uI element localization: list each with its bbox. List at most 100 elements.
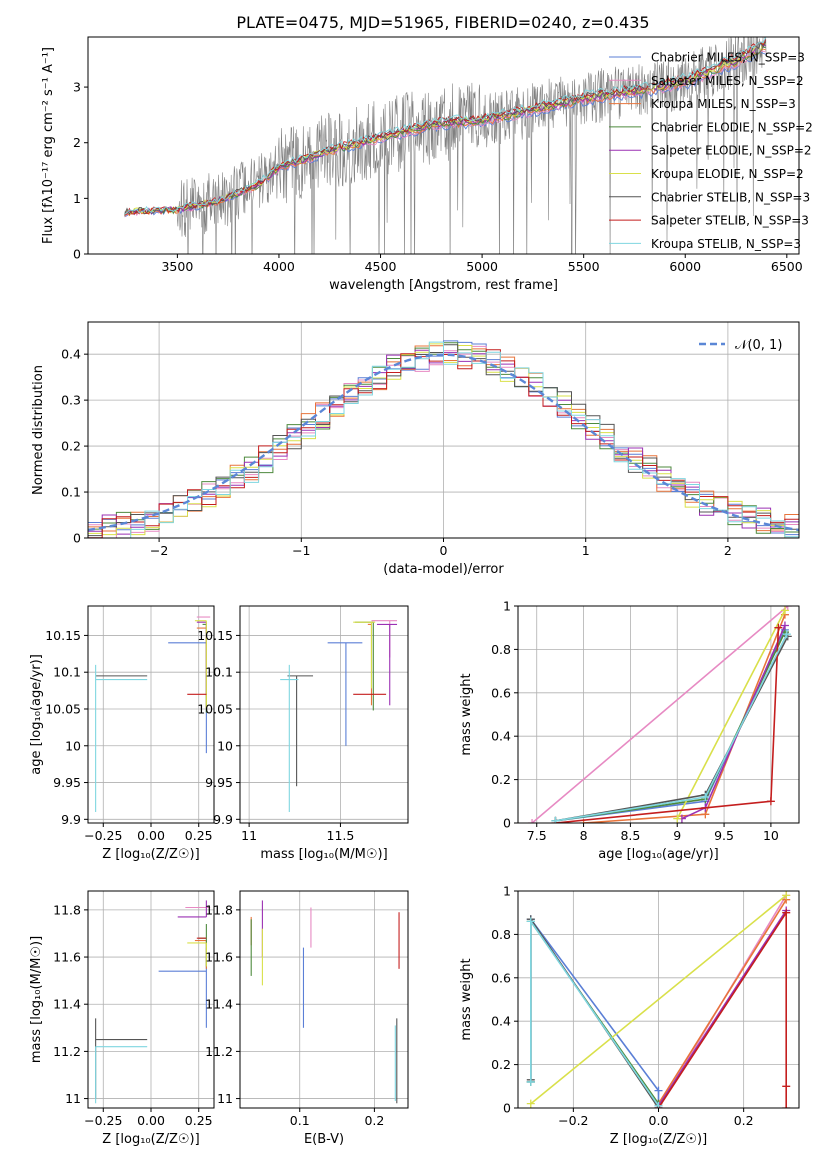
x-tick-label: 8 — [580, 828, 588, 843]
x-tick-label: 0.0 — [649, 1113, 669, 1128]
y-tick-label: 10.1 — [205, 665, 233, 680]
mass-weight-marker-7-2 — [774, 623, 783, 632]
mass-weight-Z-marker-8-2 — [654, 1101, 663, 1108]
y-tick-label: 0.6 — [491, 685, 511, 700]
y-tick-label: 0.2 — [61, 439, 81, 454]
y-tick-label: 0 — [503, 816, 511, 831]
observed-spectrum-line — [124, 37, 767, 254]
y-tick-label: 11.2 — [205, 1044, 233, 1059]
y-tick-label: 11.8 — [53, 902, 81, 917]
y-tick-label: 11 — [217, 1091, 233, 1106]
y-axis-label: mass weight — [459, 958, 474, 1040]
legend-label-8: Kroupa STELIB, N_SSP=3 — [651, 237, 801, 251]
x-tick-label: 8.5 — [620, 828, 640, 843]
legend-label-4: Salpeter ELODIE, N_SSP=2 — [651, 144, 812, 158]
mass-weight-Z-line-5 — [530, 894, 787, 1105]
x-tick-label: −1 — [292, 543, 310, 558]
y-axis-label: mass weight — [459, 673, 474, 755]
y-axis-label: Normed distribution — [31, 365, 46, 495]
y-tick-label: 10.1 — [53, 665, 81, 680]
y-tick-label: 3 — [73, 80, 81, 95]
mass-weight-Z-marker-8-1 — [526, 917, 535, 926]
x-tick-label: 0.25 — [185, 828, 213, 843]
legend-label-7: Salpeter STELIB, N_SSP=3 — [651, 214, 809, 228]
mass-weight-line-3 — [555, 631, 786, 822]
mass-weight-marker-7-1 — [766, 797, 775, 806]
y-tick-label: 10.05 — [45, 701, 81, 716]
mass-weight-line-2 — [583, 614, 786, 823]
y-tick-label: 0.4 — [491, 729, 511, 744]
legend-label-3: Chabrier ELODIE, N_SSP=2 — [651, 120, 813, 134]
mass-weight-line-1 — [531, 606, 789, 823]
y-axis-label: age [log₁₀(age/yr)] — [29, 654, 44, 775]
mass-weight-Z-marker-5-1 — [782, 891, 791, 900]
legend-label-2: Kroupa MILES, N_SSP=3 — [651, 97, 796, 111]
mass-weight-line-7 — [555, 627, 780, 823]
x-axis-label: age [log₁₀(age/yr)] — [598, 847, 719, 862]
x-tick-label: 6500 — [771, 259, 803, 274]
x-axis-label: Z [log₁₀(Z/Z☉)] — [102, 847, 199, 862]
x-tick-label: 11 — [241, 828, 257, 843]
x-axis-label: wavelength [Angstrom, rest frame] — [329, 278, 558, 293]
mass-weight-marker-5-1 — [780, 606, 789, 615]
model-line-8 — [124, 37, 767, 215]
y-tick-label: 0.3 — [61, 393, 81, 408]
y-tick-label: 10 — [217, 738, 233, 753]
mass-weight-marker-5-0 — [673, 814, 682, 823]
mass-weight-Z-line-2 — [657, 899, 787, 1105]
y-tick-label: 11.4 — [205, 997, 233, 1012]
mass-weight-Z-line-7 — [657, 910, 787, 1108]
mass-weight-Z-line-8 — [530, 918, 660, 1107]
y-tick-label: 11.4 — [53, 997, 81, 1012]
x-tick-label: −2 — [150, 543, 168, 558]
y-tick-label: 0 — [73, 531, 81, 546]
mass-weight-Z-marker-5-0 — [526, 1099, 535, 1108]
axes-frame — [87, 36, 800, 255]
y-tick-label: 10.15 — [197, 628, 233, 643]
y-tick-label: 0.4 — [491, 1014, 511, 1029]
x-tick-label: 1 — [582, 543, 590, 558]
x-tick-label: 0.25 — [185, 1113, 213, 1128]
x-tick-label: 9 — [673, 828, 681, 843]
x-axis-label: Z [log₁₀(Z/Z☉)] — [102, 1132, 199, 1147]
histogram-step-8 — [88, 341, 799, 538]
y-tick-label: 11.6 — [53, 950, 81, 965]
y-tick-label: 9.9 — [61, 812, 81, 827]
y-tick-label: 0 — [503, 1101, 511, 1116]
y-tick-label: 0.1 — [61, 485, 81, 500]
normal-curve-line — [88, 353, 799, 532]
mass-vs-Z-panel: −0.25 0.00 0.25 11 11.2 11.4 11.6 11.8 Z [log₁₀(… — [29, 890, 215, 1147]
age-vs-Z-panel: −0.25 0.00 0.25 9.9 9.95 10 10.05 10.1 10.15 Z [l… — [29, 605, 215, 862]
y-tick-label: 11.2 — [53, 1044, 81, 1059]
mass-weight-marker-1-0 — [528, 819, 537, 823]
legend-label-5: Kroupa ELODIE, N_SSP=2 — [651, 167, 804, 181]
model-line-0 — [124, 51, 766, 218]
mass-weight-marker-8-1 — [701, 792, 710, 801]
x-tick-label: 3500 — [161, 259, 193, 274]
mass-weight-line-0 — [555, 629, 786, 822]
age-vs-mass-panel: 11 11.5 9.9 9.95 10 10.05 10.1 10.15 mass [log₁₀… — [197, 605, 409, 862]
x-axis-label: Z [log₁₀(Z/Z☉)] — [610, 1132, 707, 1147]
residuals-panel: −2 −1 0 1 2 0 0.1 0.2 0.3 0.4 (data-model)/error No… — [31, 321, 800, 577]
y-tick-label: 9.95 — [53, 775, 81, 790]
mass-weight-line-5 — [676, 609, 786, 820]
y-tick-label: 10.05 — [197, 701, 233, 716]
mass-weight-marker-4-2 — [780, 621, 789, 630]
mass-vs-EBV-panel: 0.1 0.2 11 11.2 11.4 11.6 11.8 E(B-V) — [205, 890, 409, 1147]
mass-weight-line-8 — [555, 633, 788, 822]
y-tick-label: 0.8 — [491, 927, 511, 942]
mass-weight-Z-marker-0-2 — [654, 1086, 663, 1095]
legend-label-normal: 𝒩(0, 1) — [735, 338, 782, 353]
mass-weight-Z-line-4 — [657, 910, 787, 1107]
massweight-vs-Z-panel: −0.2 0.0 0.2 0 0.2 0.4 0.6 0.8 1 Z [log₁₀(Z/Z☉)] m… — [459, 884, 800, 1147]
y-tick-label: 10.15 — [45, 628, 81, 643]
legend-label-0: Chabrier MILES, N_SSP=3 — [651, 51, 805, 65]
mass-weight-Z-marker-8-0 — [526, 1077, 535, 1086]
mass-weight-marker-8-2 — [782, 630, 791, 639]
spectrum-panel: 3500 4000 4500 5000 5500 6000 6500 0 1 2 3 waveleng… — [41, 36, 813, 293]
y-tick-label: 1 — [503, 599, 511, 614]
y-tick-label: 1 — [503, 884, 511, 899]
figure-title: PLATE=0475, MJD=51965, FIBERID=0240, z=0… — [236, 13, 649, 32]
y-tick-label: 0.6 — [491, 970, 511, 985]
x-tick-label: 4000 — [263, 259, 295, 274]
